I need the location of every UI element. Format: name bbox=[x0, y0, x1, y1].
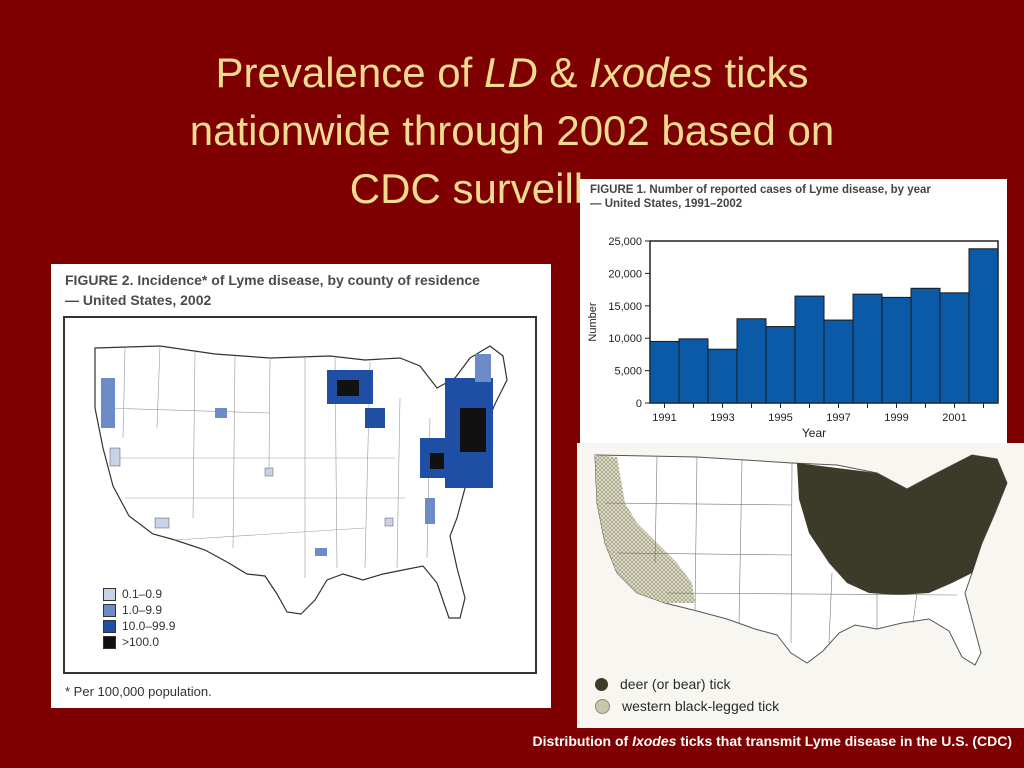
legend-swatch bbox=[103, 635, 116, 649]
x-axis-label: Year bbox=[802, 426, 826, 440]
slide-caption: Distribution of Ixodes ticks that transm… bbox=[533, 733, 1012, 749]
caption-italic: Ixodes bbox=[632, 733, 677, 749]
legend-item: 10.0–99.9 bbox=[103, 618, 175, 634]
bar-2001 bbox=[939, 292, 970, 404]
bar-1999 bbox=[881, 296, 912, 404]
bar-chart-svg: 0 5,000 10,000 15,000 20,000 25,000 1991 1993 19… bbox=[587, 236, 999, 440]
map-footnote: * Per 100,000 population. bbox=[65, 684, 212, 699]
western-tick-region bbox=[595, 455, 695, 603]
bar-1997 bbox=[823, 319, 854, 404]
bar-1996 bbox=[794, 295, 825, 404]
tick-legend: deer (or bear) tick western black-legged… bbox=[595, 673, 779, 717]
legend-swatch bbox=[103, 603, 116, 617]
x-tick-label: 1993 bbox=[710, 412, 734, 424]
deer-tick-swatch bbox=[595, 677, 608, 691]
bar-1994 bbox=[736, 318, 767, 404]
bar-1991 bbox=[649, 340, 680, 404]
legend-swatch bbox=[103, 587, 116, 601]
x-tick-label: 1997 bbox=[826, 412, 850, 424]
bar-2002 bbox=[968, 248, 999, 404]
legend-swatch bbox=[103, 619, 116, 633]
title-ld: LD bbox=[484, 49, 538, 96]
y-tick-label: 20,000 bbox=[608, 268, 642, 280]
title-ixodes: Ixodes bbox=[589, 49, 713, 96]
us-county-incidence-map bbox=[94, 345, 508, 619]
low-incidence-counties bbox=[109, 447, 394, 529]
tick-map-state-borders bbox=[604, 456, 958, 644]
y-axis-label: Number bbox=[587, 302, 599, 341]
title-text: Prevalence of bbox=[215, 49, 484, 96]
title-line-2: nationwide through 2002 based on bbox=[189, 107, 835, 154]
incidence-map-figure: FIGURE 2. Incidence* of Lyme disease, by… bbox=[51, 264, 551, 708]
y-tick-label: 0 bbox=[636, 398, 642, 410]
bar-1993 bbox=[707, 348, 738, 404]
very-high-incidence-counties bbox=[337, 380, 486, 469]
title-amp: & bbox=[537, 49, 590, 96]
legend-label: 0.1–0.9 bbox=[122, 587, 163, 601]
us-outline bbox=[94, 345, 508, 619]
chart-title-line-2: — United States, 1991–2002 bbox=[590, 198, 743, 210]
tick-legend-item: deer (or bear) tick bbox=[595, 673, 779, 695]
incidence-map-subtitle: — United States, 2002 bbox=[65, 292, 212, 308]
deer-tick-region bbox=[797, 455, 1007, 595]
bar-1998 bbox=[852, 293, 883, 404]
moderate-incidence-counties bbox=[101, 354, 491, 556]
tick-distribution-map bbox=[594, 454, 1008, 666]
y-tick-label: 10,000 bbox=[608, 333, 642, 345]
slide-title: Prevalence of LD & Ixodes ticks nationwi… bbox=[60, 44, 964, 218]
legend-item: >100.0 bbox=[103, 634, 175, 650]
tick-legend-item: western black-legged tick bbox=[595, 695, 779, 717]
x-tick-label: 1995 bbox=[768, 412, 792, 424]
legend-label: 10.0–99.9 bbox=[122, 619, 176, 633]
y-tick-label: 15,000 bbox=[608, 301, 642, 313]
bar-2000 bbox=[910, 287, 941, 404]
bar-1995 bbox=[765, 326, 796, 404]
incidence-map-frame bbox=[63, 316, 537, 674]
western-tick-swatch bbox=[595, 698, 610, 714]
tick-legend-label: deer (or bear) tick bbox=[620, 676, 731, 692]
tick-legend-label: western black-legged tick bbox=[622, 698, 780, 714]
y-tick-label: 5,000 bbox=[614, 366, 642, 378]
caption-prefix: Distribution of bbox=[532, 733, 633, 749]
chart-title-line-1: FIGURE 1. Number of reported cases of Ly… bbox=[590, 184, 931, 196]
legend-label: >100.0 bbox=[122, 635, 160, 649]
x-tick-label: 1999 bbox=[884, 412, 908, 424]
legend-item: 1.0–9.9 bbox=[103, 602, 175, 618]
state-borders bbox=[102, 345, 431, 578]
chart-title: FIGURE 1. Number of reported cases of Ly… bbox=[590, 183, 1000, 211]
incidence-map-title: FIGURE 2. Incidence* of Lyme disease, by… bbox=[65, 272, 480, 288]
bar-1992 bbox=[678, 338, 709, 404]
legend-label: 1.0–9.9 bbox=[122, 603, 163, 617]
x-tick-label: 2001 bbox=[942, 412, 966, 424]
title-text-2: ticks bbox=[712, 49, 809, 96]
legend-item: 0.1–0.9 bbox=[103, 586, 175, 602]
x-tick-label: 1991 bbox=[652, 412, 676, 424]
lyme-cases-chart: FIGURE 1. Number of reported cases of Ly… bbox=[580, 179, 1007, 443]
caption-suffix: ticks that transmit Lyme disease in the … bbox=[676, 733, 1012, 749]
y-tick-label: 25,000 bbox=[608, 236, 642, 248]
tick-distribution-figure: deer (or bear) tick western black-legged… bbox=[577, 443, 1024, 728]
title-line-1: Prevalence of LD & Ixodes ticks bbox=[60, 44, 964, 102]
incidence-legend: 0.1–0.9 1.0–9.9 10.0–99.9 >100.0 bbox=[103, 586, 175, 650]
